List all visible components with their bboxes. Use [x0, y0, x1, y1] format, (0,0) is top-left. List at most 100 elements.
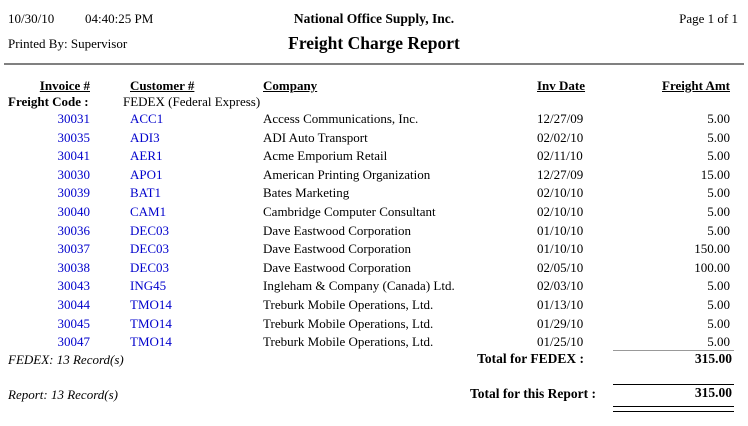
freight-amt-cell: 5.00 — [707, 203, 730, 219]
report-total-label: Total for this Report : — [470, 386, 596, 401]
column-header-company: Company — [263, 78, 318, 93]
print-time: 04:40:25 PM — [85, 11, 154, 26]
freight-amt-cell: 5.00 — [707, 296, 730, 312]
freight-amt-cell: 5.00 — [707, 185, 730, 201]
company-cell: Dave Eastwood Corporation — [263, 222, 412, 238]
customer-number-link[interactable]: DEC03 — [130, 222, 169, 238]
column-header-inv-date: Inv Date — [537, 78, 586, 93]
company-cell: Treburk Mobile Operations, Ltd. — [263, 315, 434, 331]
invoice-number-link[interactable]: 30044 — [57, 296, 91, 312]
company-cell: Acme Emporium Retail — [263, 148, 388, 164]
freight-amt-cell: 150.00 — [694, 241, 730, 257]
report-record-count: Report: 13 Record(s) — [8, 387, 118, 402]
customer-number-link[interactable]: CAM1 — [130, 203, 167, 219]
company-cell: Access Communications, Inc. — [263, 111, 419, 126]
customer-number-link[interactable]: TMO14 — [130, 315, 172, 331]
inv-date-cell: 01/25/10 — [537, 334, 584, 350]
invoice-number-link[interactable]: 30038 — [57, 259, 91, 275]
inv-date-cell: 02/10/10 — [537, 203, 584, 219]
table-row: 30047 TMO14 Treburk Mobile Operations, L… — [8, 333, 740, 352]
freight-amt-cell: 5.00 — [707, 278, 730, 294]
table-row: 30035 ADI3 ADI Auto Transport 02/02/10 5… — [8, 129, 740, 148]
freight-code-value: FEDEX (Federal Express) — [123, 94, 261, 109]
inv-date-cell: 01/10/10 — [537, 222, 584, 238]
invoice-number-link[interactable]: 30041 — [57, 148, 91, 164]
table-row: 30044 TMO14 Treburk Mobile Operations, L… — [8, 296, 740, 315]
inv-date-cell: 02/11/10 — [537, 148, 583, 164]
customer-number-link[interactable]: TMO14 — [130, 334, 172, 350]
invoice-number-link[interactable]: 30047 — [57, 334, 91, 350]
inv-date-cell: 02/03/10 — [537, 278, 584, 294]
group-footer-row: FEDEX: 13 Record(s) Total for FEDEX : 31… — [8, 350, 740, 368]
customer-number-link[interactable]: ING45 — [130, 278, 167, 294]
table-row: 30043 ING45 Ingleham & Company (Canada) … — [8, 277, 740, 296]
freight-amt-cell: 5.00 — [707, 315, 730, 331]
customer-number-link[interactable]: TMO14 — [130, 296, 172, 312]
column-header-row: Invoice # Customer # Company Inv Date Fr… — [8, 78, 740, 94]
freight-amt-cell: 15.00 — [700, 166, 730, 182]
report-total-double-rule — [613, 406, 734, 412]
invoice-number-link[interactable]: 30040 — [57, 203, 91, 219]
page-title: Freight Charge Report — [288, 33, 460, 53]
freight-amt-cell: 5.00 — [707, 111, 730, 126]
printed-by: Printed By: Supervisor — [8, 36, 128, 51]
group-header-row: Freight Code : FEDEX (Federal Express) — [8, 94, 740, 110]
invoice-number-link[interactable]: 30045 — [57, 315, 91, 331]
invoice-number-link[interactable]: 30035 — [57, 129, 91, 145]
table-row: 30045 TMO14 Treburk Mobile Operations, L… — [8, 315, 740, 334]
freight-amt-cell: 5.00 — [707, 129, 730, 145]
column-header-customer: Customer # — [130, 78, 195, 93]
table-row: 30030 APO1 American Printing Organizatio… — [8, 166, 740, 185]
table-row: 30040 CAM1 Cambridge Computer Consultant… — [8, 203, 740, 222]
customer-number-link[interactable]: DEC03 — [130, 259, 169, 275]
report-total-value: 315.00 — [613, 384, 734, 401]
invoice-number-link[interactable]: 30031 — [57, 111, 91, 126]
company-cell: American Printing Organization — [263, 166, 431, 182]
customer-number-link[interactable]: ACC1 — [130, 111, 164, 126]
table-row: 30041 AER1 Acme Emporium Retail 02/11/10… — [8, 147, 740, 166]
company-cell: Treburk Mobile Operations, Ltd. — [263, 296, 434, 312]
freight-amt-cell: 5.00 — [707, 222, 730, 238]
inv-date-cell: 01/13/10 — [537, 296, 584, 312]
freight-amt-cell: 5.00 — [707, 148, 730, 164]
report-footer-row: Report: 13 Record(s) Total for this Repo… — [8, 384, 740, 402]
inv-date-cell: 12/27/09 — [537, 166, 584, 182]
column-header-freight-amt: Freight Amt — [662, 78, 730, 93]
page-number: Page 1 of 1 — [679, 11, 738, 26]
column-header-invoice: Invoice # — [39, 78, 90, 93]
table-row: 30038 DEC03 Dave Eastwood Corporation 02… — [8, 259, 740, 278]
customer-number-link[interactable]: ADI3 — [130, 129, 160, 145]
inv-date-cell: 02/10/10 — [537, 185, 584, 201]
inv-date-cell: 02/02/10 — [537, 129, 584, 145]
company-cell: Ingleham & Company (Canada) Ltd. — [263, 278, 455, 294]
invoice-number-link[interactable]: 30030 — [57, 166, 91, 182]
header-divider — [4, 63, 744, 65]
customer-number-link[interactable]: DEC03 — [130, 241, 169, 257]
print-date: 10/30/10 — [8, 11, 55, 26]
customer-number-link[interactable]: APO1 — [130, 166, 163, 182]
table-row: 30031 ACC1 Access Communications, Inc. 1… — [8, 110, 740, 129]
invoice-number-link[interactable]: 30037 — [57, 241, 91, 257]
invoice-number-link[interactable]: 30043 — [57, 278, 91, 294]
report-rows: 30031 ACC1 Access Communications, Inc. 1… — [8, 110, 740, 352]
table-row: 30037 DEC03 Dave Eastwood Corporation 01… — [8, 240, 740, 259]
table-row: 30039 BAT1 Bates Marketing 02/10/10 5.00 — [8, 184, 740, 203]
inv-date-cell: 01/29/10 — [537, 315, 584, 331]
freight-amt-cell: 100.00 — [694, 259, 730, 275]
company-cell: ADI Auto Transport — [263, 129, 368, 145]
company-cell: Cambridge Computer Consultant — [263, 203, 436, 219]
customer-number-link[interactable]: BAT1 — [130, 185, 162, 201]
customer-number-link[interactable]: AER1 — [130, 148, 163, 164]
inv-date-cell: 01/10/10 — [537, 241, 584, 257]
inv-date-cell: 02/05/10 — [537, 259, 584, 275]
company-cell: Dave Eastwood Corporation — [263, 241, 412, 257]
group-total-label: Total for FEDEX : — [477, 351, 584, 366]
company-cell: Dave Eastwood Corporation — [263, 259, 412, 275]
table-row: 30036 DEC03 Dave Eastwood Corporation 01… — [8, 222, 740, 241]
freight-code-label: Freight Code : — [8, 94, 89, 109]
invoice-number-link[interactable]: 30039 — [57, 185, 91, 201]
inv-date-cell: 12/27/09 — [537, 111, 584, 126]
company-cell: Treburk Mobile Operations, Ltd. — [263, 334, 434, 350]
invoice-number-link[interactable]: 30036 — [57, 222, 91, 238]
